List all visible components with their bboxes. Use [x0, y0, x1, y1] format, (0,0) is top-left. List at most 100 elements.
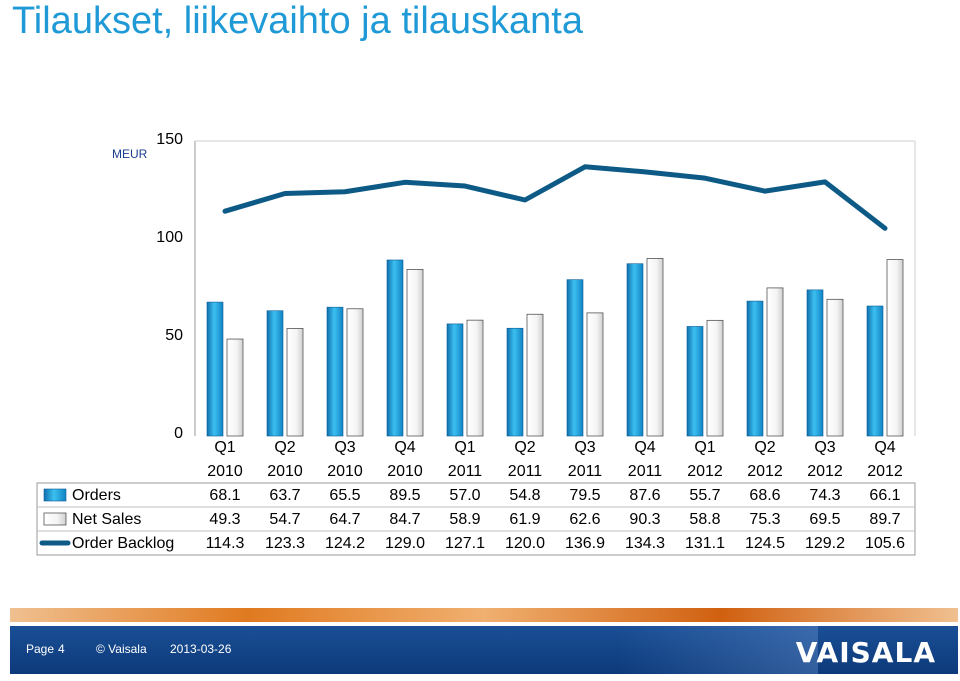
orders-bar — [746, 300, 764, 437]
orders-bar — [686, 326, 704, 437]
net-sales-bar — [766, 287, 784, 437]
footer-page-number: 4 — [58, 642, 65, 656]
orders-bar — [386, 259, 404, 437]
data-label: 129.2 — [805, 535, 845, 552]
x-tick-year: 2011 — [448, 463, 483, 480]
data-label: 120.0 — [505, 535, 545, 552]
data-label: 114.3 — [206, 535, 245, 552]
orders-bar — [266, 310, 284, 437]
page-title: Tilaukset, liikevaihto ja tilauskanta — [12, 0, 583, 42]
vaisala-logo: VAISALA — [795, 636, 936, 669]
legend-key-orders — [43, 488, 67, 502]
data-label: 68.6 — [749, 487, 780, 504]
x-tick-year: 2011 — [508, 463, 543, 480]
data-label: 66.1 — [869, 487, 900, 504]
series-name: Orders — [72, 487, 121, 504]
data-table-border — [36, 482, 916, 556]
net-sales-bar — [706, 319, 724, 437]
y-tick-100: 100 — [156, 229, 183, 246]
data-label: 90.3 — [629, 511, 660, 528]
x-tick-year: 2010 — [327, 463, 363, 480]
data-label: 105.6 — [865, 535, 905, 552]
data-label: 129.0 — [385, 535, 425, 552]
data-label: 55.7 — [689, 487, 720, 504]
x-tick-quarter: Q1 — [214, 439, 235, 456]
y-tick-0: 0 — [174, 425, 183, 442]
series-name: Order Backlog — [72, 535, 174, 552]
net-sales-bar — [586, 312, 604, 437]
x-tick-year: 2011 — [568, 463, 603, 480]
data-label: 74.3 — [809, 487, 840, 504]
data-label: 131.1 — [685, 535, 725, 552]
x-tick-year: 2010 — [387, 463, 423, 480]
data-label: 84.7 — [389, 511, 420, 528]
orders-bar — [206, 301, 224, 437]
x-tick-quarter: Q1 — [694, 439, 715, 456]
data-label: 124.5 — [745, 535, 785, 552]
legend-key-net-sales — [43, 512, 67, 526]
orders-bar — [626, 263, 644, 437]
data-label: 69.5 — [809, 511, 840, 528]
data-label: 54.8 — [509, 487, 540, 504]
x-tick-year: 2012 — [747, 463, 783, 480]
x-tick-quarter: Q2 — [274, 439, 295, 456]
orders-bar — [506, 327, 524, 437]
y-tick-150: 150 — [156, 131, 183, 148]
net-sales-bar — [346, 308, 364, 437]
net-sales-bar — [646, 258, 664, 437]
net-sales-bar — [826, 298, 844, 437]
x-tick-quarter: Q4 — [394, 439, 415, 456]
x-tick-quarter: Q2 — [754, 439, 775, 456]
orders-bar — [446, 323, 464, 437]
y-tick-50: 50 — [165, 327, 183, 344]
orders-bar — [806, 289, 824, 437]
x-tick-year: 2012 — [807, 463, 843, 480]
x-tick-year: 2011 — [628, 463, 663, 480]
data-label: 89.5 — [389, 487, 420, 504]
data-label: 123.3 — [265, 535, 305, 552]
data-label: 65.5 — [329, 487, 360, 504]
x-tick-quarter: Q4 — [874, 439, 895, 456]
x-tick-quarter: Q4 — [634, 439, 655, 456]
net-sales-bar — [406, 269, 424, 437]
data-label: 127.1 — [445, 535, 485, 552]
data-label: 57.0 — [449, 487, 480, 504]
footer-page-label: Page — [26, 642, 55, 656]
x-tick-quarter: Q2 — [514, 439, 535, 456]
data-label: 89.7 — [869, 511, 900, 528]
data-label: 68.1 — [209, 487, 240, 504]
decorative-stripe — [10, 608, 958, 622]
x-tick-quarter: Q3 — [814, 439, 835, 456]
data-label: 61.9 — [509, 511, 540, 528]
x-tick-quarter: Q3 — [574, 439, 595, 456]
net-sales-bar — [466, 319, 484, 437]
chart-plot: Q1 2010 Q2 2010 Q3 2010 Q4 2010 Q1 2011 Q2 2011 Q3 20… — [36, 140, 916, 556]
series-name: Net Sales — [72, 511, 141, 528]
x-tick-quarter: Q3 — [334, 439, 355, 456]
data-label: 49.3 — [209, 511, 240, 528]
data-label: 58.8 — [689, 511, 720, 528]
x-tick-year: 2010 — [267, 463, 303, 480]
x-tick-year: 2012 — [687, 463, 723, 480]
y-axis-unit: MEUR — [112, 147, 148, 161]
data-label: 58.9 — [449, 511, 480, 528]
footer-company: © Vaisala — [96, 642, 147, 656]
net-sales-bar — [286, 328, 304, 437]
footer-date: 2013-03-26 — [170, 642, 232, 656]
x-tick-year: 2010 — [207, 463, 243, 480]
net-sales-bar — [526, 313, 544, 437]
data-label: 79.5 — [569, 487, 600, 504]
x-tick-year: 2012 — [867, 463, 903, 480]
data-label: 64.7 — [329, 511, 360, 528]
data-label: 75.3 — [749, 511, 780, 528]
net-sales-bar — [226, 338, 244, 437]
data-label: 134.3 — [625, 535, 665, 552]
orders-bar — [566, 279, 584, 437]
data-label: 63.7 — [269, 487, 300, 504]
data-label: 62.6 — [569, 511, 600, 528]
orders-bar — [326, 306, 344, 437]
x-tick-quarter: Q1 — [454, 439, 475, 456]
order-backlog-line — [222, 164, 888, 231]
data-label: 54.7 — [269, 511, 300, 528]
data-label: 136.9 — [565, 535, 605, 552]
